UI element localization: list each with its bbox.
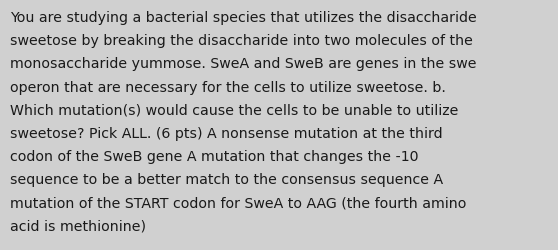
Text: mutation of the START codon for SweA to AAG (the fourth amino: mutation of the START codon for SweA to … — [10, 195, 466, 209]
Text: You are studying a bacterial species that utilizes the disaccharide: You are studying a bacterial species tha… — [10, 11, 477, 25]
Text: monosaccharide yummose. SweA and SweB are genes in the swe: monosaccharide yummose. SweA and SweB ar… — [10, 57, 477, 71]
Text: sweetose? Pick ALL. (6 pts) A nonsense mutation at the third: sweetose? Pick ALL. (6 pts) A nonsense m… — [10, 126, 442, 140]
Text: sweetose by breaking the disaccharide into two molecules of the: sweetose by breaking the disaccharide in… — [10, 34, 473, 48]
Text: Which mutation(s) would cause the cells to be unable to utilize: Which mutation(s) would cause the cells … — [10, 103, 459, 117]
Text: acid is methionine): acid is methionine) — [10, 218, 146, 232]
Text: sequence to be a better match to the consensus sequence A: sequence to be a better match to the con… — [10, 172, 443, 186]
Text: codon of the SweB gene A mutation that changes the -10: codon of the SweB gene A mutation that c… — [10, 149, 418, 163]
Text: operon that are necessary for the cells to utilize sweetose. b.: operon that are necessary for the cells … — [10, 80, 446, 94]
